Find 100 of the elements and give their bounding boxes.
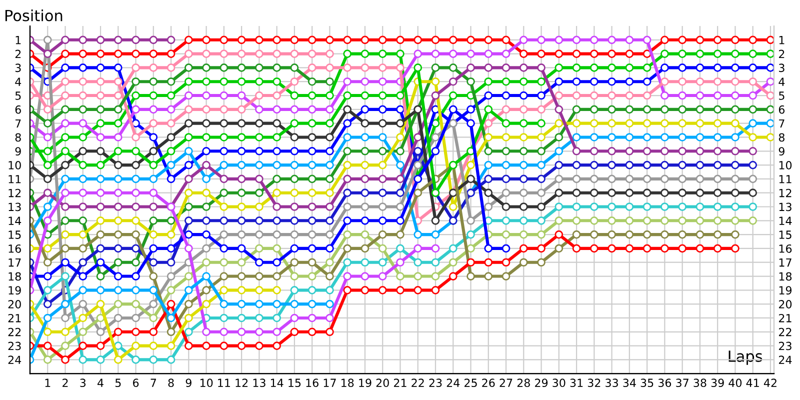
- point: [132, 91, 140, 100]
- point: [43, 356, 52, 364]
- point: [396, 244, 404, 253]
- point: [537, 160, 546, 170]
- y-tick-label: 14: [8, 216, 22, 225]
- point: [731, 91, 740, 100]
- point: [431, 133, 440, 142]
- point: [220, 36, 228, 44]
- point: [519, 244, 528, 253]
- point: [149, 77, 158, 86]
- point: [431, 64, 440, 72]
- point: [731, 202, 740, 211]
- y-tick-label: 6: [15, 105, 21, 114]
- point: [166, 342, 176, 350]
- point: [255, 105, 264, 114]
- point: [96, 216, 105, 225]
- point: [114, 160, 122, 170]
- point: [184, 91, 193, 100]
- point: [748, 105, 758, 114]
- point: [96, 77, 105, 86]
- point: [484, 119, 493, 128]
- point: [220, 133, 228, 142]
- point: [678, 216, 686, 225]
- point: [590, 119, 598, 128]
- point: [608, 105, 616, 114]
- y2-tick-label: 23: [778, 342, 792, 350]
- x-tick-label: 10: [200, 378, 213, 388]
- point: [149, 174, 158, 184]
- point: [360, 258, 370, 267]
- point: [237, 133, 246, 142]
- point: [255, 119, 264, 128]
- point: [220, 77, 228, 86]
- point: [502, 272, 510, 280]
- point: [61, 36, 70, 44]
- point: [43, 216, 52, 225]
- point: [484, 146, 493, 156]
- point: [378, 286, 387, 294]
- point: [61, 50, 70, 58]
- point: [202, 286, 210, 294]
- point: [519, 230, 528, 239]
- point: [237, 314, 246, 322]
- point: [149, 216, 158, 225]
- point: [149, 36, 158, 44]
- point: [766, 36, 774, 44]
- x-tick-label: 27: [500, 378, 512, 387]
- point: [149, 342, 158, 350]
- point: [696, 77, 704, 86]
- point: [61, 244, 70, 253]
- point: [343, 119, 352, 128]
- point: [114, 50, 122, 58]
- point: [149, 286, 158, 294]
- point: [572, 202, 581, 211]
- point: [61, 160, 70, 170]
- point: [484, 202, 493, 211]
- point: [43, 119, 52, 128]
- point: [43, 258, 52, 267]
- point: [237, 77, 246, 86]
- point: [149, 202, 158, 211]
- point: [220, 146, 228, 156]
- point: [554, 119, 564, 128]
- point: [272, 300, 281, 308]
- point: [660, 160, 669, 170]
- point: [414, 230, 422, 239]
- point: [220, 91, 228, 100]
- y2-tick-label: 4: [778, 78, 785, 86]
- point: [166, 91, 176, 100]
- point: [590, 146, 598, 156]
- point: [272, 119, 281, 128]
- point: [43, 105, 52, 114]
- point: [678, 244, 686, 253]
- point: [537, 202, 546, 211]
- point: [484, 160, 493, 170]
- point: [396, 50, 404, 58]
- point: [237, 342, 246, 350]
- point: [748, 50, 758, 58]
- point: [625, 216, 634, 225]
- point: [360, 202, 370, 211]
- point: [132, 64, 140, 72]
- point: [78, 300, 88, 308]
- point: [43, 160, 52, 170]
- point: [572, 64, 581, 72]
- point: [431, 146, 440, 156]
- point: [290, 314, 299, 322]
- point: [202, 188, 210, 198]
- point: [132, 342, 140, 350]
- point: [96, 342, 105, 350]
- point: [290, 258, 299, 267]
- point: [572, 188, 581, 198]
- point: [61, 91, 70, 100]
- point: [290, 328, 299, 336]
- point: [43, 328, 52, 336]
- point: [590, 202, 598, 211]
- point: [378, 91, 387, 100]
- point: [431, 244, 440, 253]
- point: [414, 146, 422, 156]
- point: [237, 230, 246, 239]
- point: [448, 36, 458, 44]
- point: [396, 216, 404, 225]
- point: [360, 133, 370, 142]
- point: [220, 64, 228, 72]
